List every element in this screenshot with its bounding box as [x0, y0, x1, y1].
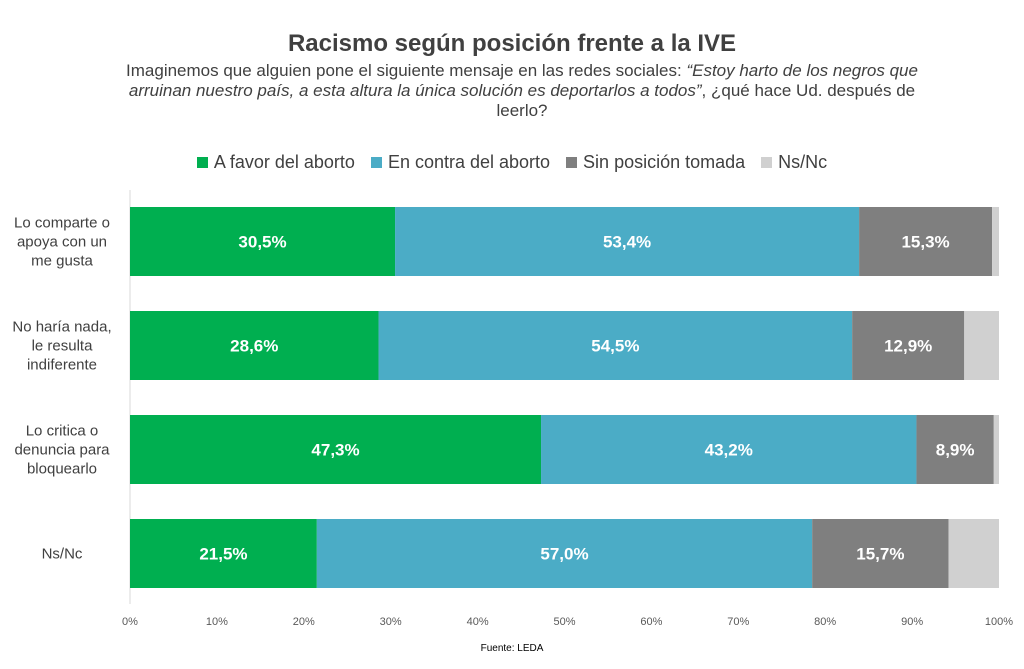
- category-label: apoya con un: [17, 234, 107, 251]
- data-label: 12,9%: [884, 337, 932, 356]
- bar-segment: [395, 207, 860, 276]
- bar-segment: [948, 519, 999, 588]
- chart-title: Racismo según posición frente a la IVE: [287, 30, 737, 57]
- data-label: 54,5%: [591, 337, 639, 356]
- data-label: 43,2%: [705, 441, 753, 460]
- category-label: bloquearlo: [27, 461, 97, 478]
- category-label: indiferente: [27, 357, 97, 374]
- data-label: 57,0%: [540, 545, 588, 564]
- subtitle-text: Imaginemos que alguien pone el siguiente…: [126, 61, 687, 80]
- x-tick-label: 0%: [122, 616, 138, 628]
- subtitle-question: , ¿qué hace Ud. después de leerlo?: [496, 81, 916, 120]
- data-label: 15,3%: [901, 233, 949, 252]
- bar-segment: [130, 415, 542, 484]
- data-label: 21,5%: [199, 545, 247, 564]
- data-label: 47,3%: [311, 441, 359, 460]
- data-label: 53,4%: [603, 233, 651, 252]
- legend-item-en-contra: En contra del aborto: [370, 152, 551, 173]
- legend-swatch-sin-posicion: [566, 157, 578, 168]
- legend-item-a-favor: A favor del aborto: [196, 152, 355, 173]
- x-tick-label: 40%: [467, 616, 489, 628]
- bar-segment: [964, 311, 999, 380]
- bar-segment: [859, 207, 993, 276]
- data-label: 30,5%: [238, 233, 286, 252]
- data-label: 8,9%: [936, 441, 975, 460]
- category-label: Lo critica o: [26, 423, 99, 440]
- legend-swatch-ns-nc: [761, 157, 773, 168]
- category-label: Ns/Nc: [42, 546, 83, 563]
- chart-legend: A favor del aborto En contra del aborto …: [0, 152, 1024, 173]
- x-tick-label: 30%: [380, 616, 402, 628]
- bar-segment: [541, 415, 917, 484]
- bar-segment: [852, 311, 965, 380]
- x-tick-label: 10%: [206, 616, 228, 628]
- bar-segment: [992, 207, 999, 276]
- legend-swatch-en-contra: [370, 157, 382, 168]
- legend-item-ns-nc: Ns/Nc: [761, 152, 827, 173]
- legend-label-sin-posicion: Sin posición tomada: [583, 152, 746, 172]
- category-label: Lo comparte o: [14, 215, 110, 232]
- x-tick-label: 80%: [814, 616, 836, 628]
- x-tick-label: 100%: [985, 616, 1013, 628]
- x-tick-label: 60%: [640, 616, 662, 628]
- x-tick-label: 90%: [901, 616, 923, 628]
- bar-segment: [916, 415, 994, 484]
- x-tick-label: 50%: [553, 616, 575, 628]
- bar-segment: [316, 519, 813, 588]
- subtitle-quote: “Estoy harto de los negros que arruinan …: [128, 61, 918, 100]
- category-label: le resulta: [32, 338, 94, 355]
- category-label: No haría nada,: [12, 319, 111, 336]
- data-label: 28,6%: [230, 337, 278, 356]
- bar-segment: [130, 519, 317, 588]
- data-label: 15,7%: [856, 545, 904, 564]
- legend-swatch-a-favor: [196, 157, 208, 168]
- legend-label-en-contra: En contra del aborto: [387, 152, 551, 172]
- bar-segment: [378, 311, 853, 380]
- bar-segment: [130, 311, 379, 380]
- legend-label-a-favor: A favor del aborto: [213, 152, 355, 172]
- x-tick-label: 70%: [727, 616, 749, 628]
- legend-item-sin-posicion: Sin posición tomada: [566, 152, 745, 173]
- category-label: denuncia para: [14, 442, 110, 459]
- bar-segment: [993, 415, 999, 484]
- x-tick-label: 20%: [293, 616, 315, 628]
- category-label: me gusta: [31, 253, 93, 270]
- chart-subtitle: Imaginemos que alguien pone el siguiente…: [112, 61, 932, 121]
- legend-label-ns-nc: Ns/Nc: [778, 152, 828, 172]
- bar-segment: [130, 207, 396, 276]
- bar-segment: [812, 519, 949, 588]
- source-note: Fuente: LEDA: [480, 643, 544, 654]
